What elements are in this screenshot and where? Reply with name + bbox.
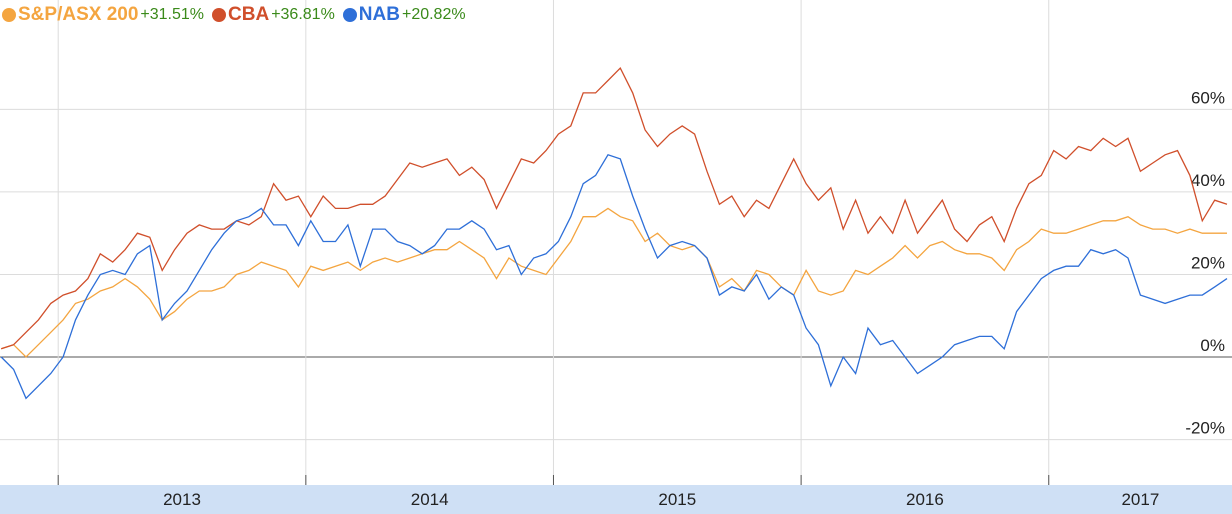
series-line	[0, 154, 1228, 400]
legend-change: +20.82%	[401, 6, 466, 23]
legend-item: CBA +36.81%	[212, 4, 335, 26]
x-tick-label: 2016	[906, 490, 944, 509]
y-tick-label: 60%	[1191, 88, 1225, 107]
series-line	[0, 207, 1227, 358]
legend-label: S&P/ASX 200	[18, 4, 139, 25]
y-tick-label: 40%	[1191, 171, 1225, 190]
y-tick-label: 0%	[1200, 336, 1225, 355]
legend: S&P/ASX 200 +31.51% CBA +36.81% NAB +20.82%	[2, 4, 466, 26]
legend-marker	[2, 8, 16, 22]
legend-change: +31.51%	[140, 6, 205, 23]
legend-item: S&P/ASX 200 +31.51%	[2, 4, 204, 26]
x-tick-label: 2017	[1121, 490, 1159, 509]
legend-item: NAB +20.82%	[342, 4, 466, 26]
x-tick-label: 2013	[163, 490, 201, 509]
x-tick-label: 2015	[658, 490, 696, 509]
legend-label: CBA	[228, 4, 270, 25]
legend-marker	[342, 8, 357, 22]
y-tick-label: -20%	[1185, 419, 1225, 438]
legend-marker	[212, 8, 227, 22]
y-tick-label: 20%	[1191, 253, 1225, 272]
x-axis-band	[0, 485, 1232, 514]
legend-change: +36.81%	[271, 6, 335, 23]
series-line	[0, 66, 1228, 350]
legend-label: NAB	[358, 4, 400, 25]
x-tick-label: 2014	[411, 490, 449, 509]
